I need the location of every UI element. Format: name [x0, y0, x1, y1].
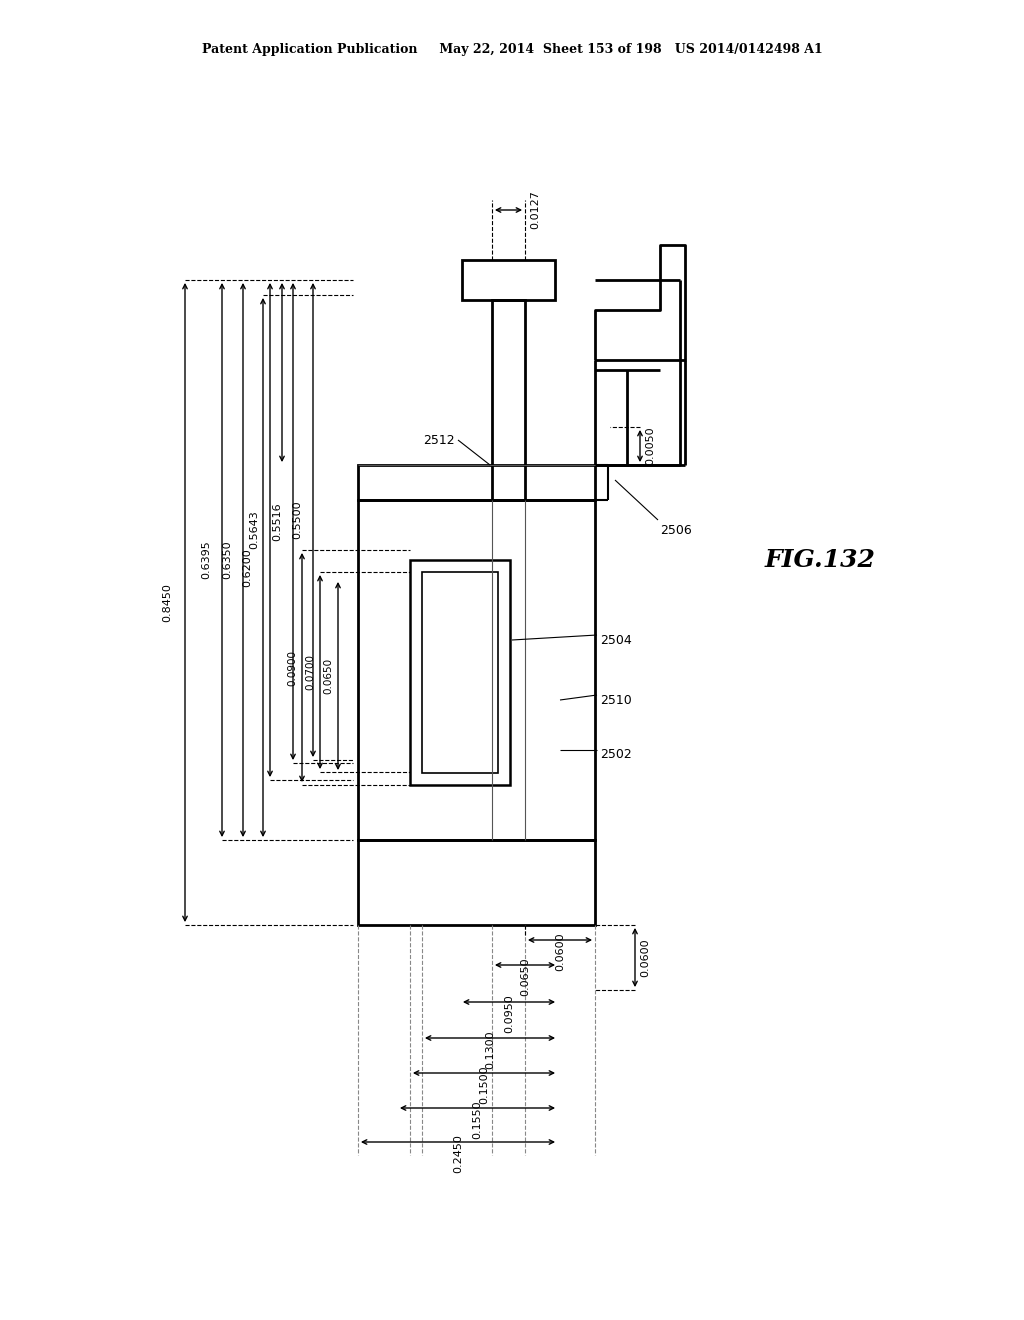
Text: 0.8450: 0.8450 — [162, 583, 172, 622]
Text: 0.6200: 0.6200 — [242, 548, 252, 587]
Bar — [492, 300, 525, 500]
Text: 0.0127: 0.0127 — [530, 190, 540, 230]
Text: 2506: 2506 — [660, 524, 692, 536]
Text: 0.5500: 0.5500 — [292, 500, 302, 540]
Text: 0.2450: 0.2450 — [453, 1135, 463, 1173]
Text: 0.1550: 0.1550 — [472, 1101, 482, 1139]
Bar — [358, 840, 595, 925]
Bar — [358, 500, 595, 840]
Text: 0.1500: 0.1500 — [479, 1065, 489, 1105]
Text: 0.0650: 0.0650 — [323, 657, 333, 694]
Text: 2502: 2502 — [600, 748, 632, 762]
Bar — [422, 572, 498, 774]
Text: 2510: 2510 — [600, 693, 632, 706]
Text: FIG.132: FIG.132 — [765, 548, 876, 572]
Text: 0.0700: 0.0700 — [305, 653, 315, 690]
Text: 0.0050: 0.0050 — [645, 426, 655, 466]
Text: 0.0600: 0.0600 — [555, 933, 565, 972]
Text: 0.0900: 0.0900 — [287, 649, 297, 685]
Text: 0.5643: 0.5643 — [249, 511, 259, 549]
Text: 0.0600: 0.0600 — [640, 939, 650, 977]
Bar — [358, 465, 595, 500]
Bar — [410, 560, 510, 785]
Text: 0.0950: 0.0950 — [504, 995, 514, 1034]
Text: 0.5516: 0.5516 — [272, 502, 282, 541]
Text: 0.6395: 0.6395 — [201, 541, 211, 579]
Text: 0.0650: 0.0650 — [520, 958, 530, 997]
Bar — [462, 260, 555, 300]
Text: 0.6350: 0.6350 — [222, 541, 232, 579]
Text: 0.1300: 0.1300 — [485, 1031, 495, 1069]
Text: 2512: 2512 — [423, 433, 455, 446]
Text: Patent Application Publication     May 22, 2014  Sheet 153 of 198   US 2014/0142: Patent Application Publication May 22, 2… — [202, 44, 822, 57]
Text: 2504: 2504 — [600, 634, 632, 647]
